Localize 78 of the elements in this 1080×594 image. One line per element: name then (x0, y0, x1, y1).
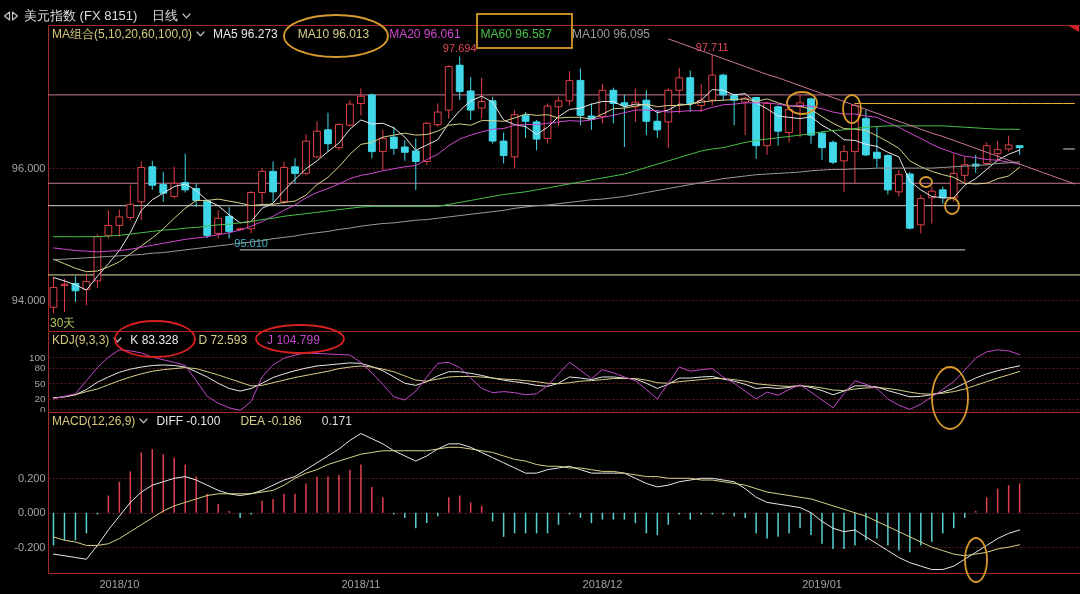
annotation: 95.010 (234, 237, 268, 250)
candlestick (400, 139, 409, 162)
candlestick (620, 94, 629, 148)
y-tick-label: -0.200 (14, 540, 46, 553)
candlestick (675, 67, 684, 114)
candlestick (719, 73, 728, 101)
chart-subtitle: 日线 (152, 8, 179, 23)
candlestick (291, 157, 299, 184)
candlestick (653, 109, 662, 139)
series-label: J 104.799 (267, 333, 320, 347)
candlestick (104, 209, 113, 240)
y-tick-label: 100 (28, 351, 46, 363)
chart-title: 美元指数 (FX 8151) (24, 8, 138, 23)
candlestick (872, 126, 881, 168)
text: DIFF -0.100 (156, 414, 221, 428)
candlestick (829, 139, 837, 165)
legend-title: MA组合(5,10,20,60,100,0) (52, 27, 193, 41)
legend-title: KDJ(9,3,3) (52, 333, 110, 347)
text: MA60 96.587 (480, 27, 552, 41)
line-series (52, 349, 1021, 411)
legend-title: MACD(12,26,9) (52, 414, 136, 428)
text: MA10 96.013 (297, 27, 370, 41)
line-series (52, 125, 1021, 238)
candlestick (170, 166, 179, 199)
candlestick (126, 184, 135, 221)
candlestick (148, 160, 157, 191)
candlestick (840, 144, 848, 193)
candlestick (993, 140, 1002, 163)
series-label: K 83.328 (130, 333, 179, 347)
series-label: D 72.593 (198, 333, 248, 347)
y-tick-label: 80 (34, 362, 46, 374)
candlestick (785, 106, 793, 143)
candlestick (225, 206, 234, 240)
y-tick-label: 0.200 (17, 471, 46, 484)
annotation: 30天 (50, 316, 76, 330)
candlestick (521, 111, 530, 139)
candlestick (609, 87, 618, 124)
candlestick (477, 77, 486, 120)
candlestick (269, 161, 277, 203)
candlestick (356, 87, 365, 116)
candlestick (378, 129, 387, 171)
candlestick (335, 122, 343, 151)
annotation: 97.711 (695, 41, 729, 54)
candlestick (324, 112, 332, 153)
candlestick (565, 70, 574, 106)
candlestick (60, 278, 69, 313)
candlestick (115, 209, 124, 238)
y-tick-label: 96.000 (11, 161, 46, 174)
candlestick (258, 167, 266, 205)
annotation: 0.171 (321, 414, 352, 428)
candlestick (554, 96, 563, 127)
candlestick (894, 169, 903, 197)
x-tick-label: 2019/01 (802, 577, 842, 590)
text: MA5 96.273 (213, 27, 278, 41)
candlestick (411, 137, 420, 191)
y-tick-label: 50 (34, 377, 46, 389)
candlestick (433, 102, 442, 128)
line-series (52, 433, 1021, 571)
line-series (52, 446, 1021, 557)
candlestick (49, 277, 58, 314)
candlestick (346, 99, 354, 128)
candlestick (730, 93, 739, 126)
candlestick (499, 132, 508, 164)
annotation: 97.694 (442, 42, 477, 55)
text: MA100 96.095 (571, 27, 651, 41)
text: DEA -0.186 (240, 414, 302, 428)
text: MA20 96.061 (389, 27, 461, 41)
candlestick (214, 209, 223, 240)
candlestick (389, 126, 398, 156)
y-tick-label: 20 (34, 393, 46, 405)
x-tick-label: 2018/10 (99, 577, 140, 590)
candlestick (466, 76, 475, 121)
y-tick-label: 0.000 (17, 506, 46, 519)
x-tick-label: 2018/12 (582, 577, 623, 590)
x-tick-label: 2018/11 (341, 577, 381, 590)
candlestick (159, 171, 168, 203)
candlestick (818, 130, 826, 161)
y-tick-label: 94.000 (11, 293, 46, 306)
